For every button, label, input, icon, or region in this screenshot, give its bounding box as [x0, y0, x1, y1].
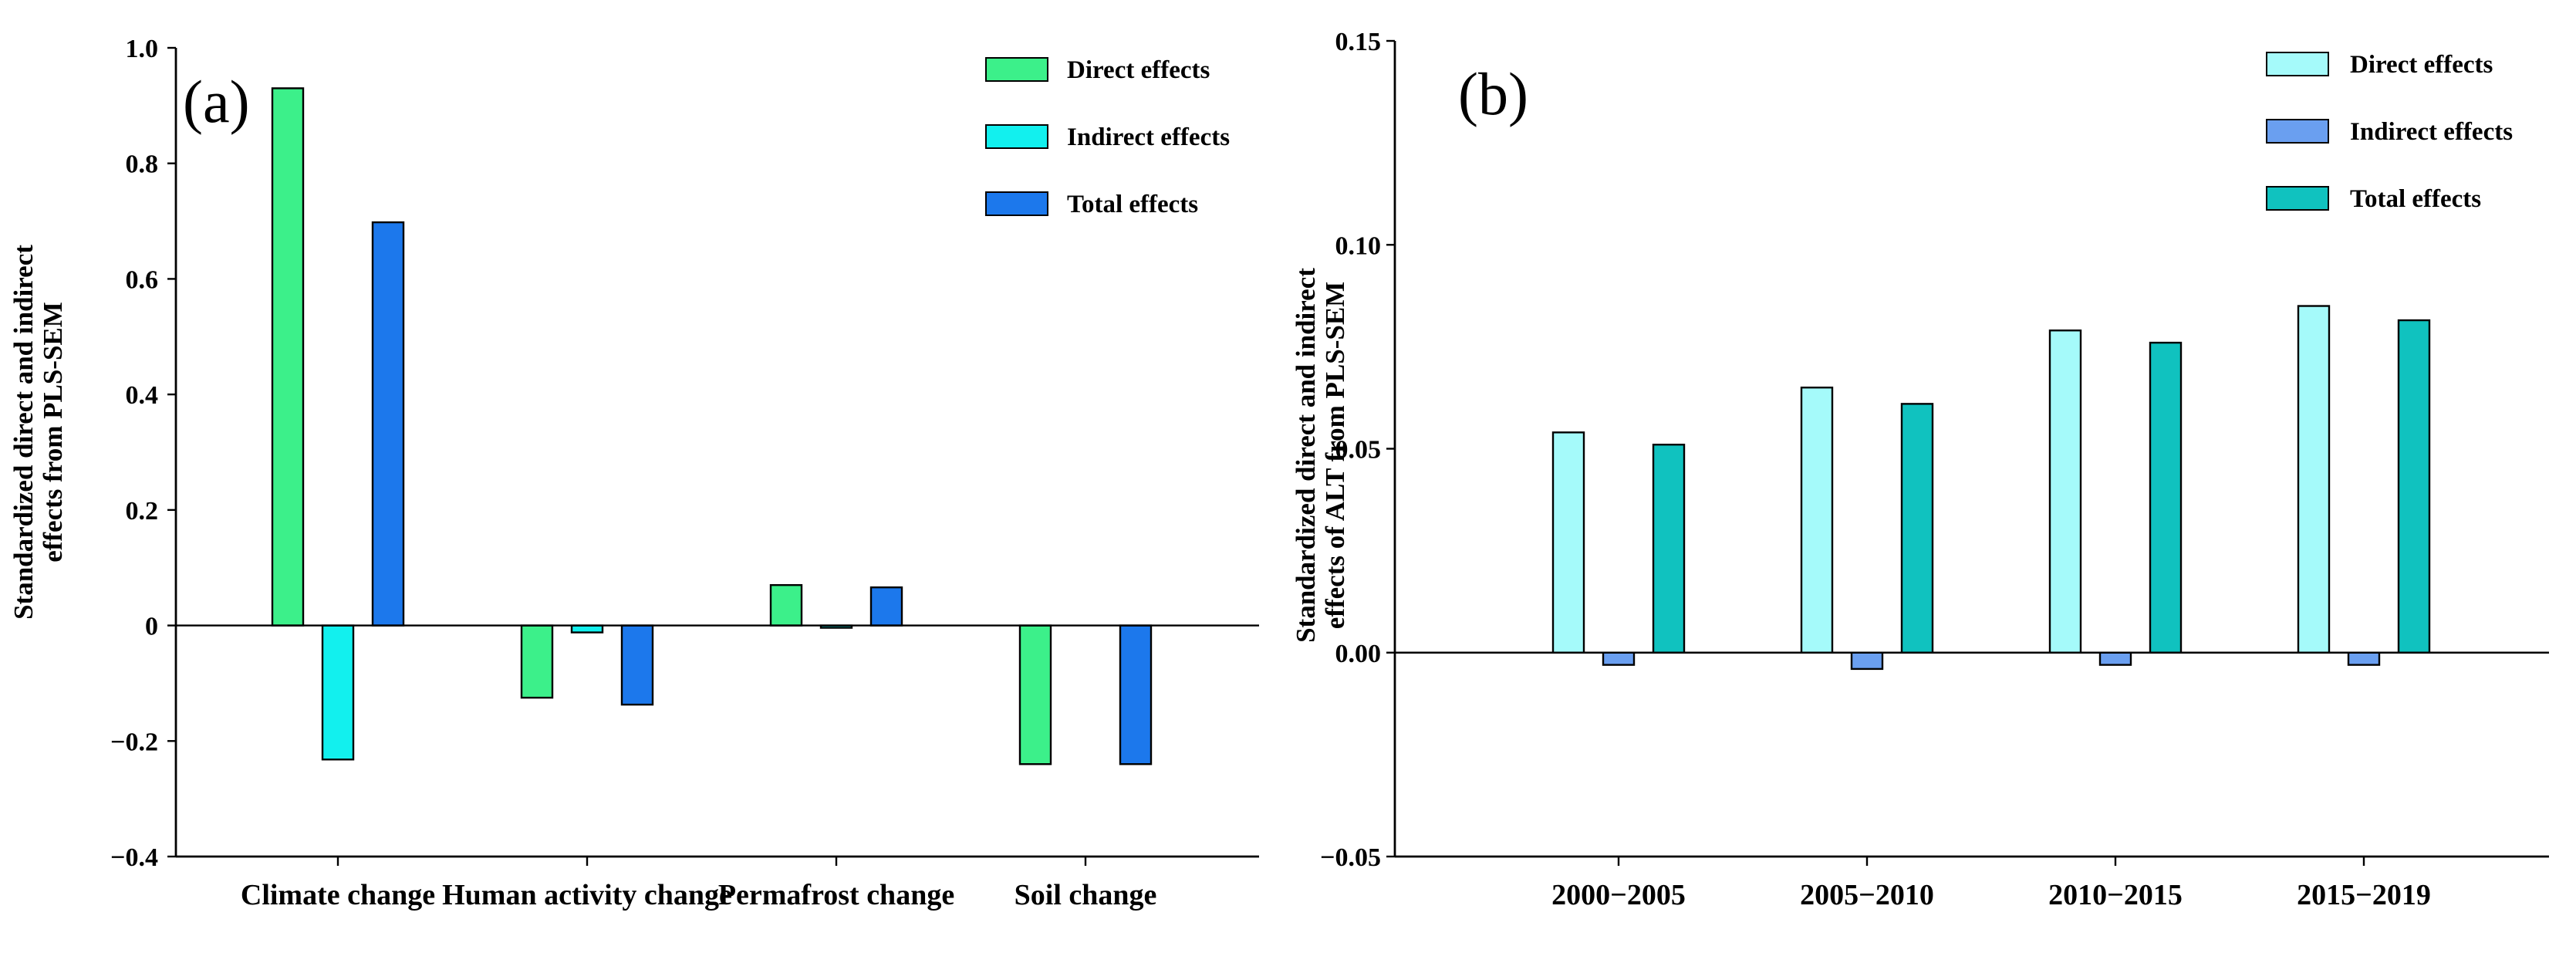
- legend-swatch: [985, 191, 1048, 216]
- bar-direct-effects-0: [1551, 431, 1585, 654]
- bar-direct-effects-3: [1018, 624, 1052, 765]
- chart-panel-b: −0.05 0.00 0.05 0.10 0.15 2000−2005 2005−2010 2…: [1291, 28, 2549, 911]
- y-tick-label: 0.2: [126, 497, 159, 526]
- y-tick-label: 0.6: [126, 265, 159, 294]
- bar-direct-effects-2: [769, 583, 803, 627]
- legend-swatch: [2266, 119, 2329, 144]
- x-tick-label: 2010−2015: [2048, 879, 2183, 911]
- y-tick-label: 0.05: [1335, 436, 1382, 465]
- y-tick-label: −0.05: [1320, 843, 1381, 872]
- bar-total-effects-3: [1119, 624, 1153, 765]
- y-tick-label: 0.00: [1335, 640, 1382, 668]
- y-tick-label: −0.4: [110, 843, 158, 872]
- bar-indirect-effects-2: [2098, 651, 2132, 666]
- legend-swatch: [985, 124, 1048, 149]
- y-axis-title-line: Standardized direct and indirect: [1291, 268, 1321, 643]
- bar-indirect-effects-0: [321, 624, 355, 761]
- y-tick-label: 0: [145, 613, 158, 641]
- bar-direct-effects-0: [271, 87, 305, 627]
- bar-direct-effects-3: [2297, 305, 2331, 654]
- x-tick-label: Human activity change: [442, 879, 732, 911]
- legend-label: Indirect effects: [2350, 118, 2513, 146]
- legend-swatch: [985, 57, 1048, 82]
- chart-panel-a: −0.4 −0.2 0 0.2 0.4 0.6 0.8 1.0 Climate change Hu…: [8, 35, 1259, 911]
- bar-total-effects-2: [2149, 341, 2183, 654]
- bar-indirect-effects-1: [1850, 651, 1884, 671]
- bar-total-effects-0: [371, 221, 405, 627]
- bar-direct-effects-1: [1800, 387, 1834, 654]
- legend-label: Total effects: [2350, 185, 2481, 213]
- x-tick-label: Permafrost change: [718, 879, 954, 911]
- panel-label: (a): [183, 68, 250, 135]
- legend-swatch: [2266, 186, 2329, 211]
- y-axis-title-line: effects from PLS-SEM: [38, 302, 68, 563]
- legend: Direct effects Indirect effects Total effe…: [2266, 51, 2513, 213]
- bar-direct-effects-1: [520, 624, 554, 699]
- bar-total-effects-1: [1900, 403, 1934, 654]
- legend-label: Direct effects: [1067, 56, 1210, 84]
- y-tick-label: 0.8: [126, 150, 159, 179]
- y-tick-label: −0.2: [110, 728, 158, 756]
- bar-direct-effects-2: [2048, 329, 2082, 654]
- bar-total-effects-1: [620, 624, 654, 706]
- bar-total-effects-2: [869, 586, 903, 627]
- legend: Direct effects Indirect effects Total effe…: [985, 56, 1230, 218]
- x-tick-label: 2015−2019: [2297, 879, 2431, 911]
- legend-swatch: [2266, 52, 2329, 76]
- y-axis-title-line: effects of ALT from PLS-SEM: [1320, 282, 1350, 629]
- bar-indirect-effects-1: [570, 624, 604, 634]
- y-axis-title: Standardized direct and indirecteffects …: [8, 245, 68, 620]
- x-tick-label: 2000−2005: [1551, 879, 1686, 911]
- x-tick-label: 2005−2010: [1800, 879, 1934, 911]
- y-axis-title: Standardized direct and indirecteffects …: [1291, 268, 1350, 643]
- legend-label: Indirect effects: [1067, 123, 1230, 151]
- bar-total-effects-3: [2397, 319, 2431, 654]
- legend-label: Direct effects: [2350, 51, 2493, 79]
- x-tick-label: Soil change: [1015, 879, 1157, 911]
- x-tick-label: Climate change: [241, 879, 435, 911]
- y-tick-label: 0.15: [1335, 28, 1382, 56]
- bar-indirect-effects-3: [2347, 651, 2381, 666]
- y-tick-label: 0.4: [126, 381, 159, 410]
- y-tick-label: 1.0: [126, 35, 159, 63]
- panel-label: (b): [1458, 60, 1528, 127]
- y-axis-title-line: Standardized direct and indirect: [8, 245, 39, 620]
- legend-label: Total effects: [1067, 191, 1198, 218]
- bar-total-effects-0: [1652, 444, 1686, 654]
- bar-indirect-effects-0: [1602, 651, 1636, 666]
- y-tick-label: 0.10: [1335, 231, 1382, 260]
